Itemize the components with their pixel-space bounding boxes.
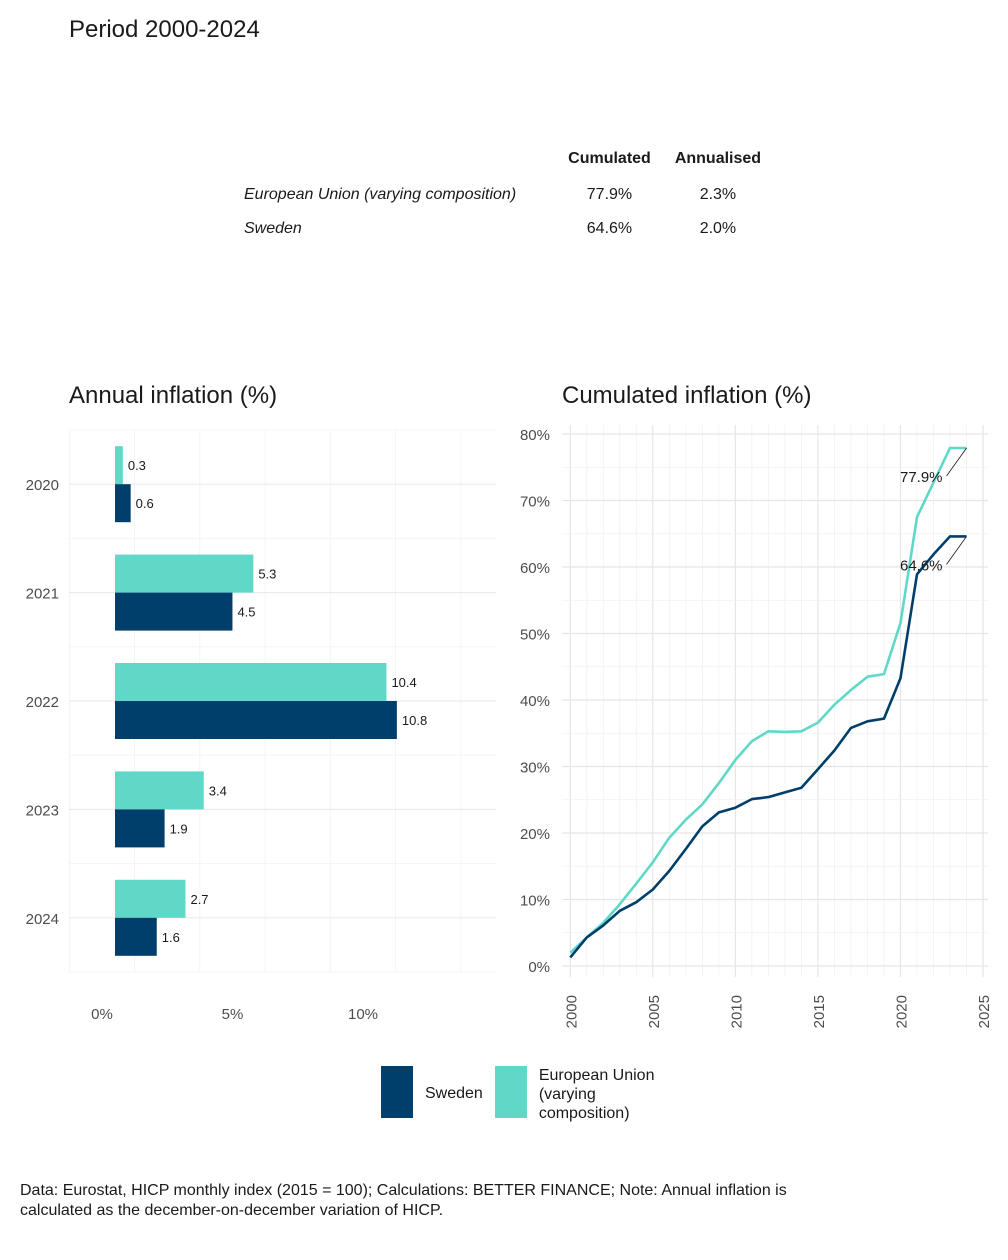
y-tick-label: 50% — [520, 627, 550, 644]
bar — [115, 484, 131, 523]
legend-item-eu: European Union (varying composition) — [494, 1066, 689, 1123]
data-label: 3.4 — [209, 783, 227, 798]
legend-swatch-eu — [494, 1066, 527, 1118]
x-tick-label: 2005 — [646, 995, 663, 1028]
y-tick-label: 30% — [520, 760, 550, 777]
data-label: 5.3 — [258, 567, 276, 582]
bar — [115, 809, 165, 848]
data-label: 10.8 — [402, 713, 427, 728]
cell-cumulated: 64.6% — [586, 220, 633, 237]
data-label: 10.4 — [391, 675, 416, 690]
x-tick-label: 2020 — [893, 995, 910, 1028]
y-tick-label: 10% — [520, 893, 550, 910]
annual-inflation-bar-chart: 2020 0.3 0.6 2021 5.3 4.5 2022 10.4 10.8 2023 3.4 1… — [26, 429, 496, 1023]
x-tick-label: 10% — [348, 1006, 378, 1023]
data-label: 0.3 — [128, 458, 146, 473]
bar — [115, 554, 254, 593]
table-row: European Union (varying composition) 77.… — [244, 178, 773, 212]
table-row: Sweden 64.6% 2.0% — [244, 212, 773, 246]
footnote: Data: Eurostat, HICP monthly index (2015… — [20, 1182, 787, 1219]
y-tick-label: 2024 — [26, 911, 59, 928]
col-header-annualised: Annualised — [674, 150, 762, 167]
y-tick-label: 2023 — [26, 802, 59, 819]
bar — [115, 446, 123, 485]
series-line — [569, 535, 967, 959]
end-label: 64.6% — [900, 557, 943, 574]
y-tick-label: 2020 — [26, 477, 59, 494]
cumulated-inflation-line-chart: 0% 10% 20% 30% 40% 50% 60% 70% 80% 2000 2005 2010 20… — [520, 425, 993, 1028]
bar — [115, 917, 157, 956]
data-label: 4.5 — [237, 605, 255, 620]
legend-swatch-sweden — [381, 1066, 413, 1118]
x-tick-label: 2010 — [728, 995, 745, 1028]
y-tick-label: 40% — [520, 693, 550, 710]
data-label: 1.9 — [170, 821, 188, 836]
bar-chart-title: Annual inflation (%) — [69, 382, 278, 409]
cell-cumulated: 77.9% — [586, 186, 633, 203]
cell-annualised: 2.3% — [699, 186, 737, 203]
col-header-cumulated: Cumulated — [568, 150, 651, 167]
data-label: 1.6 — [162, 930, 180, 945]
y-tick-label: 20% — [520, 826, 550, 843]
legend: Sweden European Union (varying compositi… — [381, 1066, 701, 1123]
y-tick-label: 70% — [520, 494, 550, 511]
legend-item-sweden: Sweden — [381, 1066, 483, 1118]
y-tick-label: 2021 — [26, 586, 59, 603]
x-tick-label: 0% — [91, 1006, 113, 1023]
y-tick-label: 60% — [520, 560, 550, 577]
bar — [115, 592, 233, 631]
leader-line — [946, 447, 967, 477]
end-label: 77.9% — [900, 469, 943, 486]
line-chart-title: Cumulated inflation (%) — [562, 382, 812, 409]
x-tick-label: 5% — [222, 1006, 244, 1023]
row-label: Sweden — [244, 220, 302, 237]
y-tick-label: 0% — [528, 959, 550, 976]
data-label: 2.7 — [190, 892, 208, 907]
data-label: 0.6 — [136, 496, 154, 511]
bar — [115, 663, 387, 701]
x-tick-label: 2015 — [811, 995, 828, 1028]
x-tick-label: 2000 — [563, 995, 580, 1028]
x-tick-label: 2025 — [976, 995, 993, 1028]
bar — [115, 771, 204, 810]
legend-label: European Union (varying composition) — [538, 1067, 655, 1122]
legend-label: Sweden — [425, 1085, 483, 1102]
summary-table: Cumulated Annualised European Union (var… — [244, 148, 773, 246]
y-tick-label: 2022 — [26, 694, 59, 711]
bar — [115, 879, 186, 918]
bar — [115, 701, 397, 739]
cell-annualised: 2.0% — [699, 220, 737, 237]
leader-line — [946, 536, 967, 565]
series-line — [569, 446, 967, 954]
y-tick-label: 80% — [520, 427, 550, 444]
page-title: Period 2000-2024 — [69, 16, 260, 43]
row-label: European Union (varying composition) — [244, 186, 517, 203]
